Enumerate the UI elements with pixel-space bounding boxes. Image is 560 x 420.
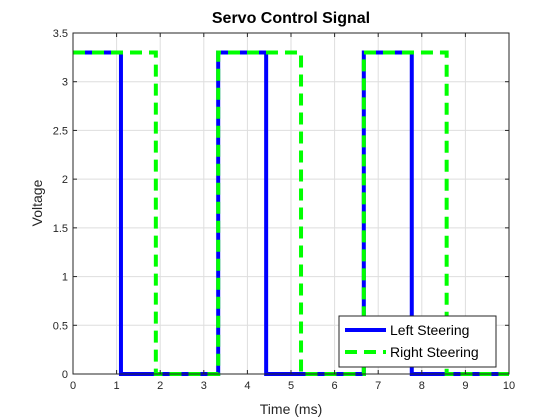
y-tick-label: 1 — [62, 272, 68, 284]
x-tick-label: 3 — [201, 380, 207, 392]
legend: Left Steering Right Steering — [339, 316, 496, 367]
chart-title: Servo Control Signal — [212, 10, 370, 27]
x-tick-label: 4 — [244, 380, 250, 392]
y-tick-label: 2 — [62, 174, 68, 186]
y-tick-label: 2.5 — [53, 125, 68, 137]
y-tick-labels: 0 0.5 1 1.5 2 2.5 3 3.5 — [53, 28, 68, 381]
x-tick-label: 9 — [462, 380, 468, 392]
y-tick-label: 0 — [62, 369, 68, 381]
y-tick-label: 3 — [62, 77, 68, 89]
x-tick-label: 7 — [375, 380, 381, 392]
legend-label-left-steering: Left Steering — [390, 322, 469, 338]
y-tick-label: 1.5 — [53, 223, 68, 235]
x-tick-labels: 0 1 2 3 4 5 6 7 8 9 10 — [70, 380, 515, 392]
legend-label-right-steering: Right Steering — [390, 344, 479, 360]
x-axis-label: Time (ms) — [260, 401, 322, 417]
x-tick-label: 8 — [419, 380, 425, 392]
y-axis-label: Voltage — [29, 179, 45, 226]
x-tick-label: 5 — [288, 380, 294, 392]
y-tick-label: 0.5 — [53, 320, 68, 332]
x-tick-label: 10 — [503, 380, 515, 392]
x-tick-label: 6 — [332, 380, 338, 392]
x-tick-label: 1 — [114, 380, 120, 392]
y-tick-label: 3.5 — [53, 28, 68, 40]
x-tick-label: 2 — [157, 380, 163, 392]
x-tick-label: 0 — [70, 380, 76, 392]
